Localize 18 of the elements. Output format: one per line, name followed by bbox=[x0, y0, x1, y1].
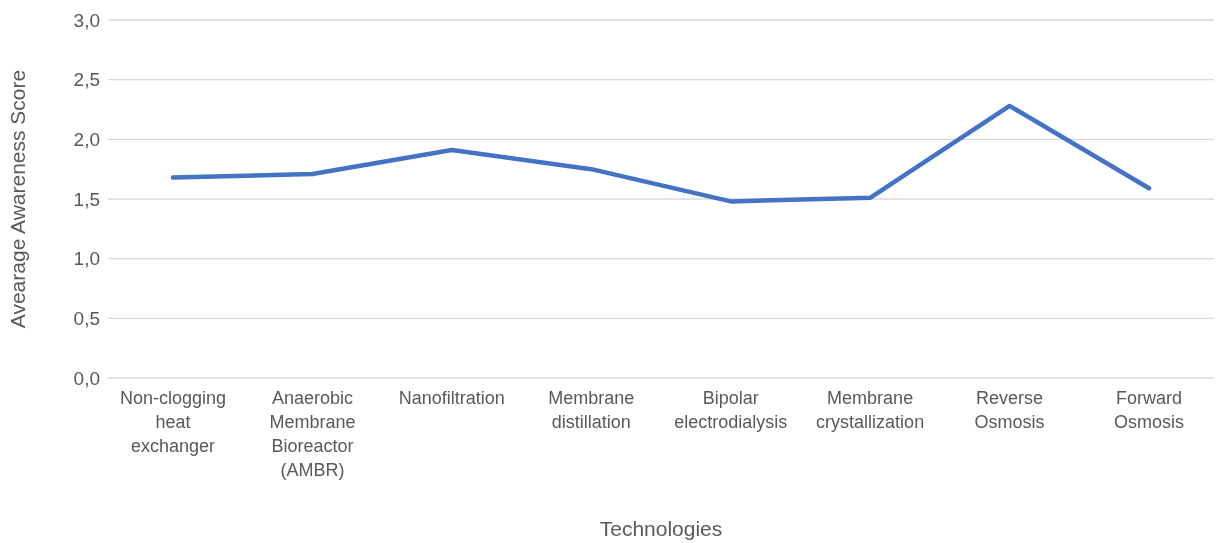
x-tick-label: Forward Osmosis bbox=[1113, 388, 1185, 432]
y-tick-label: 2,5 bbox=[73, 69, 100, 91]
x-tick-label: Bipolar electrodialysis bbox=[674, 388, 788, 432]
x-tick-label: Membrane distillation bbox=[548, 388, 635, 432]
x-axis-title: Technologies bbox=[599, 517, 723, 540]
y-tick-label: 1,0 bbox=[73, 248, 100, 270]
y-tick-label: 3,0 bbox=[73, 9, 100, 31]
x-tick-label: Membrane crystallization bbox=[816, 388, 925, 432]
y-tick-label: 2,0 bbox=[73, 129, 100, 151]
x-tick-label: Nanofiltration bbox=[398, 388, 505, 408]
y-axis-title: Avearage Awareness Score bbox=[6, 69, 30, 329]
y-tick-label: 0,0 bbox=[73, 367, 100, 389]
y-tick-label: 0,5 bbox=[73, 308, 100, 330]
x-tick-label: Anaerobic Membrane Bioreactor (AMBR) bbox=[269, 388, 356, 480]
x-tick-label: Non-clogging heat exchanger bbox=[119, 388, 227, 456]
y-tick-label: 1,5 bbox=[73, 188, 100, 210]
x-tick-label: Reverse Osmosis bbox=[974, 388, 1045, 432]
line-series bbox=[170, 103, 1152, 204]
